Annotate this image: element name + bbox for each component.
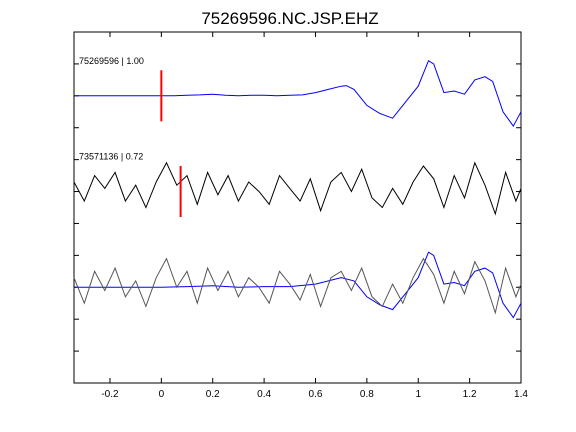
chart-title: 75269596.NC.JSP.EHZ <box>201 9 378 28</box>
x-tick-labels: -0.2 0 0.2 0.4 0.6 0.8 1 1.2 1.4 <box>101 389 528 400</box>
x-tick-label: 0 <box>159 389 165 400</box>
x-tick-label: 1.4 <box>514 389 528 400</box>
trace-labels: 75269596 | 1.00 73571136 | 0.72 <box>79 56 144 162</box>
trace-label: 75269596 | 1.00 <box>79 56 144 66</box>
x-tick-label: 0.4 <box>257 389 271 400</box>
traces-group <box>73 59 522 319</box>
x-tick-label: -0.2 <box>101 389 119 400</box>
plot-frame <box>73 31 522 384</box>
trace-line <box>73 161 522 216</box>
x-tick-label: 0.6 <box>309 389 323 400</box>
axis-ticks <box>74 32 522 383</box>
trace-label: 73571136 | 0.72 <box>79 152 143 162</box>
trace-line <box>74 251 522 319</box>
x-tick-label: 0.2 <box>206 389 220 400</box>
x-tick-label: 1 <box>415 389 421 400</box>
trace-line <box>73 257 522 315</box>
x-tick-label: 0.8 <box>360 389 374 400</box>
x-tick-label: 1.2 <box>463 389 477 400</box>
trace-line <box>74 59 522 128</box>
